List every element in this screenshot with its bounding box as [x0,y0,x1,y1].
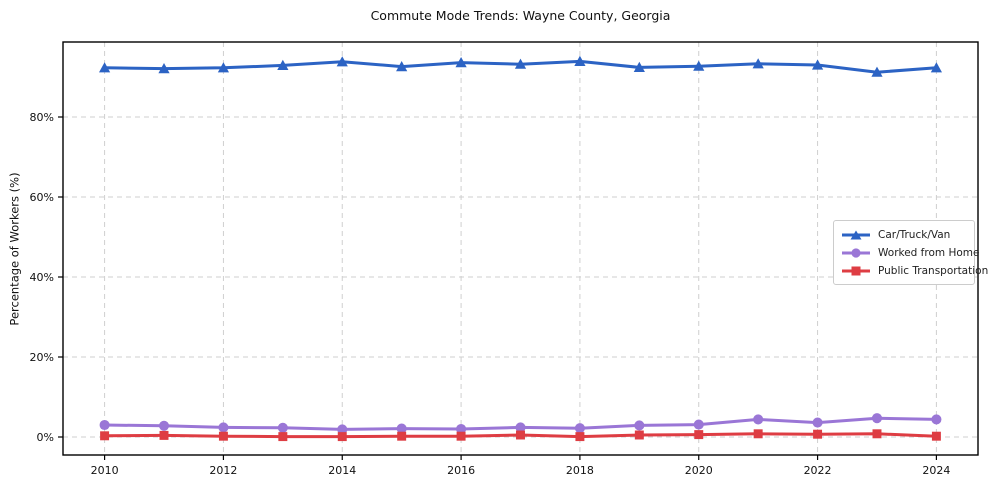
data-point-square [337,432,347,442]
legend-line-square-icon [842,266,870,275]
data-point-circle [337,424,348,435]
data-point-circle [99,419,110,431]
data-point-circle [396,423,407,434]
data-point-square [397,431,407,441]
x-tick-label: 2018 [566,464,594,477]
data-point-triangle [396,61,408,72]
data-point-square [218,431,228,441]
y-tick-label: 20% [30,351,54,364]
data-point-circle [812,417,823,428]
legend-line-triangle-icon [842,230,870,239]
data-point-square [694,430,704,440]
data-point-circle [634,420,645,431]
legend-item-worked-from-home: Worked from Home [841,245,979,260]
data-point-circle [931,414,942,425]
data-point-triangle [633,61,645,72]
y-tick-label: 80% [30,111,54,124]
data-point-square [159,430,169,440]
data-point-square [813,429,823,439]
data-point-triangle [514,58,527,69]
data-point-triangle [455,57,467,68]
axes-frame [62,41,979,456]
data-point-circle [515,422,526,433]
legend-line-circle-icon [842,247,870,258]
data-point-square [634,430,644,440]
legend-swatch-marker [851,247,861,258]
data-point-triangle [930,62,943,73]
data-point-circle [218,422,229,433]
data-point-triangle [158,63,170,74]
y-tick-label: 40% [30,271,54,284]
data-point-circle [574,423,585,434]
legend-label: Worked from Home [878,246,980,259]
data-point-circle [277,422,288,433]
data-point-triangle [752,58,764,69]
data-point-triangle [871,66,883,77]
legend: Car/Truck/Van Worked from Home Public Tr… [833,220,988,285]
data-point-square [278,432,288,442]
x-tick-label: 2020 [685,464,713,477]
data-point-square [931,431,941,441]
data-point-circle [871,413,883,424]
chart-title: Commute Mode Trends: Wayne County, Georg… [370,8,671,23]
data-point-triangle [336,56,348,67]
data-point-triangle [277,59,289,70]
x-tick-label: 2016 [447,464,475,477]
data-point-square [516,430,525,440]
x-tick-label: 2010 [91,464,119,477]
legend-label: Car/Truck/Van [878,228,951,241]
data-point-circle [753,414,764,425]
data-point-triangle [811,59,824,70]
data-point-circle [693,419,704,430]
y-tick-label: 60% [30,191,54,204]
data-point-circle [456,423,467,435]
data-point-square [753,429,763,439]
x-tick-label: 2024 [922,464,950,477]
data-point-square [575,432,585,442]
data-point-triangle [217,62,230,73]
data-point-square [872,429,882,439]
legend-swatch-marker [851,266,861,275]
data-point-square [456,431,466,441]
legend-item-public-transportation: Public Transportation [841,263,988,278]
legend-label: Public Transportation [878,264,989,277]
data-point-triangle [693,60,705,71]
x-tick-label: 2014 [328,464,356,477]
y-tick-label: 0% [37,431,54,444]
data-point-triangle [574,55,586,66]
x-tick-label: 2022 [804,464,832,477]
data-point-square [100,431,110,441]
data-point-triangle [98,62,111,73]
x-tick-label: 2012 [209,464,237,477]
legend-swatch-marker [850,230,862,239]
data-point-circle [158,420,170,431]
legend-item-car-truck-van: Car/Truck/Van [841,227,966,242]
